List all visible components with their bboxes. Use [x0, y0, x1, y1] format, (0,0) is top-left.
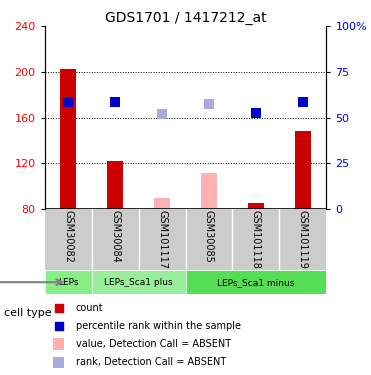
Point — [56, 323, 62, 329]
Text: GSM101119: GSM101119 — [298, 210, 308, 269]
Point — [300, 99, 306, 105]
Text: percentile rank within the sample: percentile rank within the sample — [76, 321, 240, 331]
Bar — [60, 69, 76, 209]
Text: GSM101118: GSM101118 — [251, 210, 261, 269]
Text: LEPs_Sca1 minus: LEPs_Sca1 minus — [217, 278, 295, 286]
Text: count: count — [76, 303, 103, 312]
Text: cell type: cell type — [4, 308, 51, 318]
Text: LEPs: LEPs — [58, 278, 78, 286]
Point — [65, 99, 71, 105]
FancyBboxPatch shape — [186, 270, 326, 294]
Bar — [295, 131, 311, 209]
FancyBboxPatch shape — [45, 270, 92, 294]
Bar — [154, 198, 170, 209]
FancyBboxPatch shape — [92, 270, 186, 294]
Text: GSM30082: GSM30082 — [63, 210, 73, 263]
Text: GSM101117: GSM101117 — [157, 210, 167, 269]
Point — [206, 101, 212, 107]
Bar — [248, 203, 264, 209]
Point — [159, 111, 165, 117]
Text: GSM30085: GSM30085 — [204, 210, 214, 263]
Point — [253, 110, 259, 116]
Point — [112, 99, 118, 105]
Text: LEPs_Sca1 plus: LEPs_Sca1 plus — [104, 278, 173, 286]
Bar — [201, 172, 217, 209]
Bar — [107, 161, 123, 209]
Bar — [53, 357, 64, 368]
Text: value, Detection Call = ABSENT: value, Detection Call = ABSENT — [76, 339, 231, 349]
Bar — [53, 338, 64, 350]
Text: rank, Detection Call = ABSENT: rank, Detection Call = ABSENT — [76, 357, 226, 368]
Point — [56, 304, 62, 310]
Text: GSM30084: GSM30084 — [110, 210, 120, 263]
Title: GDS1701 / 1417212_at: GDS1701 / 1417212_at — [105, 11, 266, 25]
